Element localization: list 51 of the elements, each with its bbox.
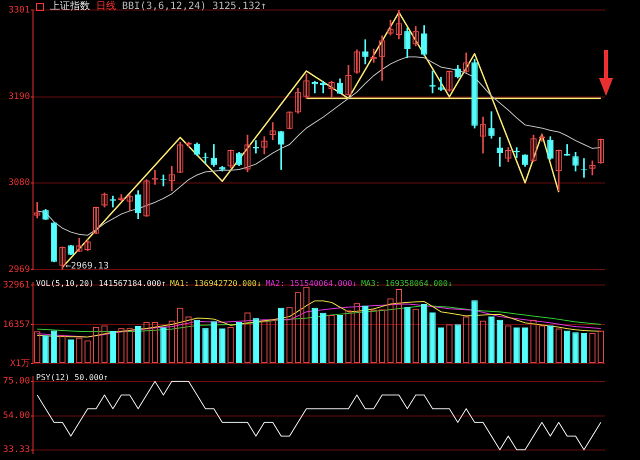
bar xyxy=(454,324,461,364)
bar xyxy=(312,308,318,364)
bar xyxy=(514,328,520,364)
y-tick-label: 75.00 xyxy=(2,376,30,387)
text: MA1: 136942720.000↓ xyxy=(170,279,262,289)
series-label: PSY(12) 50.000↑ xyxy=(36,373,108,383)
bar xyxy=(488,316,495,364)
bar xyxy=(278,308,284,364)
y-tick-label: 3190 xyxy=(8,92,30,102)
chart-subtitle: 日线 xyxy=(96,1,116,12)
bar xyxy=(134,326,142,364)
bar xyxy=(202,328,209,364)
y-tick-label: 16357 xyxy=(2,320,30,330)
chart-title: VOL(5,10,20) 141567184.000↑ xyxy=(36,279,166,289)
y-tick-label: X1万 xyxy=(10,358,30,369)
text: MA2: 151540064.000↓ xyxy=(266,279,358,289)
bar xyxy=(236,322,242,364)
y-tick-label: 33.33 xyxy=(2,445,30,456)
bar xyxy=(252,318,260,364)
y-tick-label: 32961 xyxy=(2,280,30,290)
bar xyxy=(547,325,554,364)
candlestick xyxy=(438,76,444,91)
y-tick-label: 2969 xyxy=(8,264,30,275)
bar xyxy=(471,300,478,364)
bar xyxy=(404,307,410,364)
bar xyxy=(429,312,436,364)
bar xyxy=(50,330,58,364)
bar xyxy=(572,332,579,364)
bar xyxy=(219,328,226,364)
bar xyxy=(564,330,570,364)
bar xyxy=(496,320,504,364)
y-tick-label: 54.00 xyxy=(2,411,30,422)
bar xyxy=(522,328,528,364)
bar xyxy=(420,304,428,364)
bar xyxy=(42,335,49,364)
bar xyxy=(110,330,116,364)
bar xyxy=(320,312,326,364)
y-tick-label: 3301 xyxy=(8,5,30,16)
bar xyxy=(438,328,444,364)
text: MA3: 169358064.000↓ xyxy=(361,279,453,289)
annotation: ←2969.13 xyxy=(65,261,109,272)
bar xyxy=(336,314,344,364)
bar xyxy=(160,328,167,364)
bar xyxy=(362,306,368,364)
bar xyxy=(68,339,74,364)
bar xyxy=(194,320,200,364)
bar xyxy=(580,332,588,364)
bar xyxy=(210,321,218,364)
chart-title: 上证指数 xyxy=(50,1,90,12)
y-tick-label: 3080 xyxy=(8,178,30,188)
text: BBI(3,6,12,24) 3125.132↑ xyxy=(122,1,266,12)
